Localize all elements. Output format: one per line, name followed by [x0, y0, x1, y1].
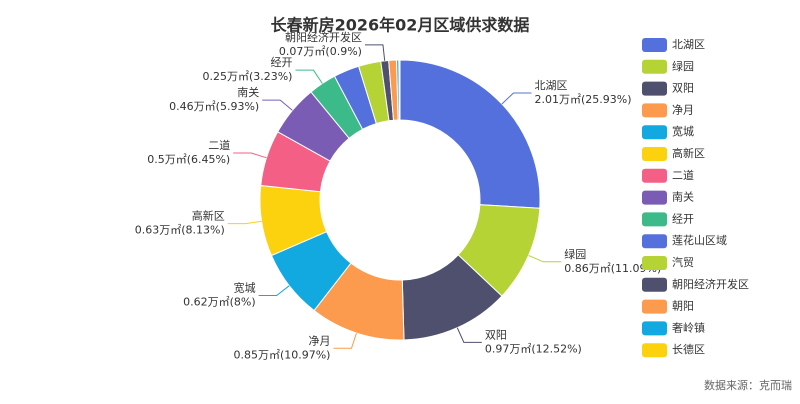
slice-name: 经开: [270, 56, 292, 69]
legend-label[interactable]: 高新区: [672, 146, 705, 160]
legend-swatch: [642, 168, 667, 183]
legend-label[interactable]: 奢岭镇: [672, 320, 705, 334]
legend-label[interactable]: 朝阳: [672, 300, 694, 313]
legend-label[interactable]: 朝阳经济开发区: [672, 277, 749, 291]
slice-name: 高新区: [192, 209, 225, 223]
label-line: [333, 332, 357, 349]
legend-label[interactable]: 绿园: [672, 59, 694, 73]
slice-name: 宽城: [234, 280, 256, 294]
value-label: 0.62万㎡(8%): [183, 295, 256, 308]
value-label: 0.85万㎡(10.97%): [233, 348, 330, 361]
legend-label[interactable]: 长德区: [672, 342, 705, 356]
value-label: 2.01万㎡(25.93%): [535, 93, 632, 106]
legend-label[interactable]: 南关: [672, 190, 694, 204]
slice: [399, 59, 541, 209]
slice-name: 二道: [208, 138, 230, 152]
value-label: 0.07万㎡(0.9%): [279, 45, 362, 58]
slice-name: 绿园: [564, 247, 586, 261]
legend-swatch: [642, 190, 667, 205]
label-line: [233, 152, 267, 159]
slice-name: 南关: [237, 85, 259, 99]
legend-swatch: [642, 212, 667, 227]
legend-swatch: [642, 59, 667, 74]
label-line: [364, 44, 386, 61]
legend-swatch: [642, 125, 667, 140]
label-line: [258, 285, 290, 296]
value-label: 0.97万㎡(12.52%): [485, 342, 582, 355]
legend-swatch: [642, 343, 667, 358]
value-label: 0.5万㎡(6.45%): [147, 153, 230, 166]
label-line: [528, 255, 562, 263]
legend-label[interactable]: 经开: [672, 212, 694, 225]
label-line: [262, 99, 293, 111]
chart-title: 长春新房2026年02月区域供求数据: [271, 16, 530, 35]
source: 数据来源：克而瑞: [704, 378, 792, 392]
slice-name: 朝阳经济开发区: [285, 30, 362, 44]
legend-swatch: [642, 147, 667, 161]
legend-label[interactable]: 净月: [672, 102, 694, 116]
value-label: 0.46万㎡(5.93%): [169, 100, 259, 113]
value-label: 0.63万㎡(8.13%): [135, 224, 225, 237]
legend-label[interactable]: 宽城: [672, 124, 694, 138]
slice: [398, 59, 401, 121]
slice-name: 北湖区: [535, 79, 568, 92]
legend-swatch: [642, 81, 667, 96]
legend-swatch: [642, 103, 667, 118]
legend-label[interactable]: 双阳: [672, 82, 694, 95]
label-line: [501, 92, 532, 105]
label-line: [456, 327, 482, 343]
legend-label[interactable]: 二道: [672, 168, 694, 182]
label-line: [295, 69, 323, 84]
legend-swatch: [642, 277, 667, 292]
slice-name: 双阳: [485, 328, 507, 341]
legend-swatch: [642, 38, 667, 52]
legend-label[interactable]: 北湖区: [672, 38, 705, 51]
slice-name: 净月: [308, 333, 330, 347]
legend-swatch: [642, 234, 667, 249]
legend-swatch: [642, 256, 667, 270]
label-line: [227, 220, 262, 225]
value-label: 0.86万㎡(11.09%): [564, 262, 661, 275]
legend-label[interactable]: 汽贸: [672, 255, 694, 269]
legend-swatch: [642, 321, 667, 336]
legend-label[interactable]: 莲花山区域: [672, 234, 727, 247]
legend-swatch: [642, 299, 667, 314]
value-label: 0.25万㎡(3.23%): [202, 70, 292, 83]
